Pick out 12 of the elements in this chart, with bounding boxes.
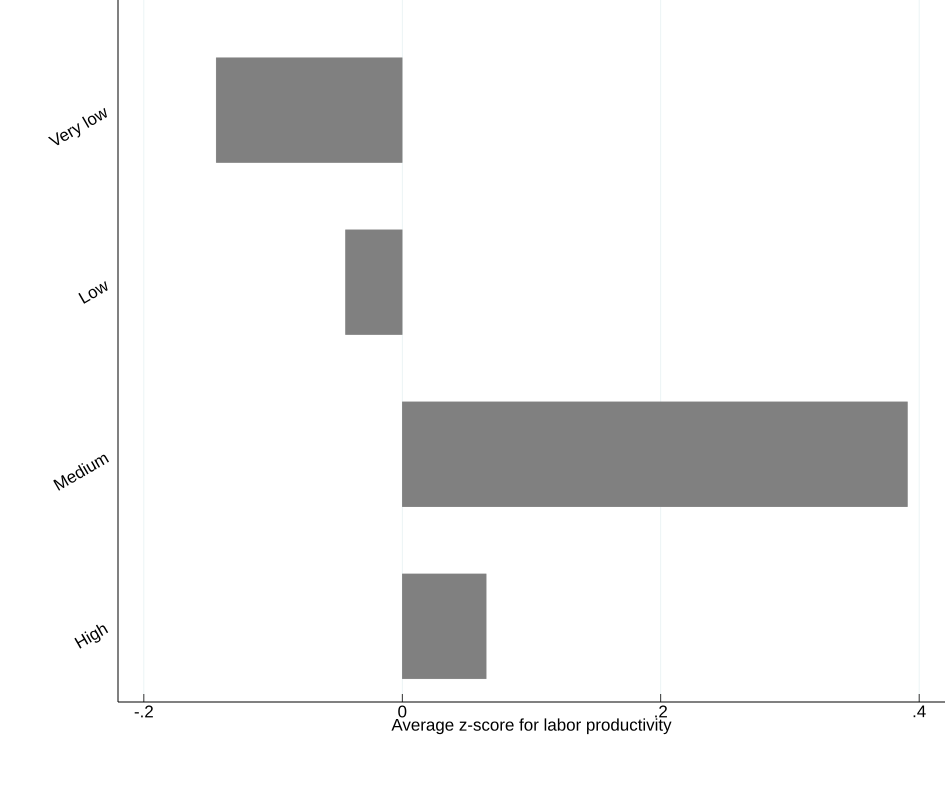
bar bbox=[345, 230, 402, 335]
bar bbox=[216, 57, 402, 163]
x-axis-title: Average z-score for labor productivity bbox=[391, 718, 672, 734]
x-tick-label: .4 bbox=[914, 706, 926, 718]
x-tick-label: .2 bbox=[655, 706, 667, 718]
y-tick-label: Low bbox=[78, 281, 108, 304]
y-tick-label: High bbox=[74, 624, 108, 649]
x-tick-label: -.2 bbox=[134, 706, 153, 718]
x-tick-label: 0 bbox=[398, 706, 406, 718]
bar bbox=[402, 574, 486, 679]
y-tick-label: Very low bbox=[48, 108, 107, 146]
bar bbox=[402, 402, 908, 507]
